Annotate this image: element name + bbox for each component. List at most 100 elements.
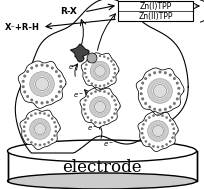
Circle shape [171, 136, 173, 139]
Circle shape [141, 82, 143, 84]
Circle shape [90, 61, 109, 81]
Circle shape [110, 80, 112, 82]
Circle shape [34, 123, 45, 135]
Circle shape [142, 123, 144, 125]
Circle shape [47, 114, 50, 117]
Circle shape [144, 77, 146, 80]
Circle shape [140, 132, 143, 134]
Circle shape [35, 64, 38, 67]
Circle shape [103, 121, 105, 123]
Circle shape [163, 108, 166, 111]
Polygon shape [81, 53, 118, 90]
Circle shape [53, 135, 55, 137]
Circle shape [84, 72, 86, 74]
Polygon shape [136, 68, 183, 115]
Circle shape [90, 57, 92, 59]
Polygon shape [137, 112, 177, 152]
Circle shape [103, 84, 105, 86]
Circle shape [175, 82, 178, 84]
Circle shape [147, 143, 150, 146]
Text: $e^-$: $e^-$ [68, 63, 79, 72]
Circle shape [94, 91, 96, 93]
Circle shape [23, 126, 25, 128]
Polygon shape [15, 0, 187, 153]
Circle shape [94, 101, 105, 113]
Circle shape [51, 117, 53, 120]
Circle shape [165, 143, 167, 146]
Circle shape [27, 117, 29, 120]
Circle shape [23, 75, 26, 77]
Circle shape [156, 146, 158, 148]
Circle shape [90, 83, 92, 85]
Circle shape [112, 64, 114, 66]
Circle shape [139, 87, 142, 90]
Circle shape [94, 84, 96, 86]
Circle shape [90, 92, 92, 95]
Circle shape [94, 121, 96, 123]
Circle shape [103, 91, 105, 93]
Text: Zn(I)TPP: Zn(I)TPP [139, 2, 171, 11]
Circle shape [144, 140, 146, 143]
Circle shape [147, 121, 167, 141]
Circle shape [40, 102, 43, 104]
Circle shape [107, 119, 109, 122]
Circle shape [35, 77, 48, 91]
Circle shape [152, 115, 154, 117]
Circle shape [54, 126, 57, 128]
Circle shape [34, 112, 37, 115]
Circle shape [142, 136, 144, 139]
Polygon shape [18, 61, 66, 108]
Circle shape [148, 106, 150, 108]
Circle shape [55, 95, 57, 98]
Circle shape [114, 108, 116, 110]
Text: electrode: electrode [62, 159, 141, 176]
Circle shape [30, 67, 33, 69]
Circle shape [85, 64, 87, 66]
Circle shape [112, 76, 114, 78]
Circle shape [172, 102, 175, 105]
Circle shape [113, 72, 115, 74]
Circle shape [147, 116, 150, 119]
Circle shape [172, 128, 174, 130]
Circle shape [54, 130, 57, 132]
Circle shape [113, 68, 115, 70]
Circle shape [34, 76, 50, 92]
Text: $e^-$: $e^-$ [102, 140, 114, 149]
Circle shape [158, 71, 161, 73]
Circle shape [84, 99, 86, 101]
Circle shape [55, 70, 57, 73]
Circle shape [107, 92, 109, 95]
Circle shape [153, 108, 155, 111]
Text: R-X: R-X [60, 8, 76, 16]
Circle shape [53, 121, 55, 123]
Circle shape [43, 112, 45, 115]
Circle shape [87, 80, 89, 82]
Circle shape [83, 104, 85, 106]
Circle shape [59, 80, 62, 83]
Circle shape [158, 109, 161, 111]
Circle shape [43, 143, 45, 146]
Circle shape [98, 90, 101, 92]
Circle shape [152, 145, 154, 147]
Circle shape [39, 112, 41, 114]
Circle shape [113, 112, 115, 115]
Circle shape [90, 119, 92, 122]
Circle shape [30, 114, 32, 117]
Circle shape [30, 99, 33, 101]
Text: $e^-$: $e^-$ [86, 124, 98, 133]
Circle shape [114, 104, 116, 106]
Circle shape [168, 119, 170, 122]
Circle shape [110, 95, 113, 98]
Circle shape [177, 92, 179, 95]
Circle shape [86, 53, 96, 63]
Circle shape [140, 128, 143, 130]
Circle shape [144, 119, 146, 122]
Circle shape [51, 67, 53, 69]
Text: X⁻+R-H: X⁻+R-H [5, 22, 40, 32]
Ellipse shape [8, 173, 196, 189]
Circle shape [83, 108, 85, 110]
Circle shape [24, 135, 27, 137]
Circle shape [33, 122, 47, 136]
Polygon shape [80, 88, 120, 128]
Circle shape [151, 83, 167, 99]
